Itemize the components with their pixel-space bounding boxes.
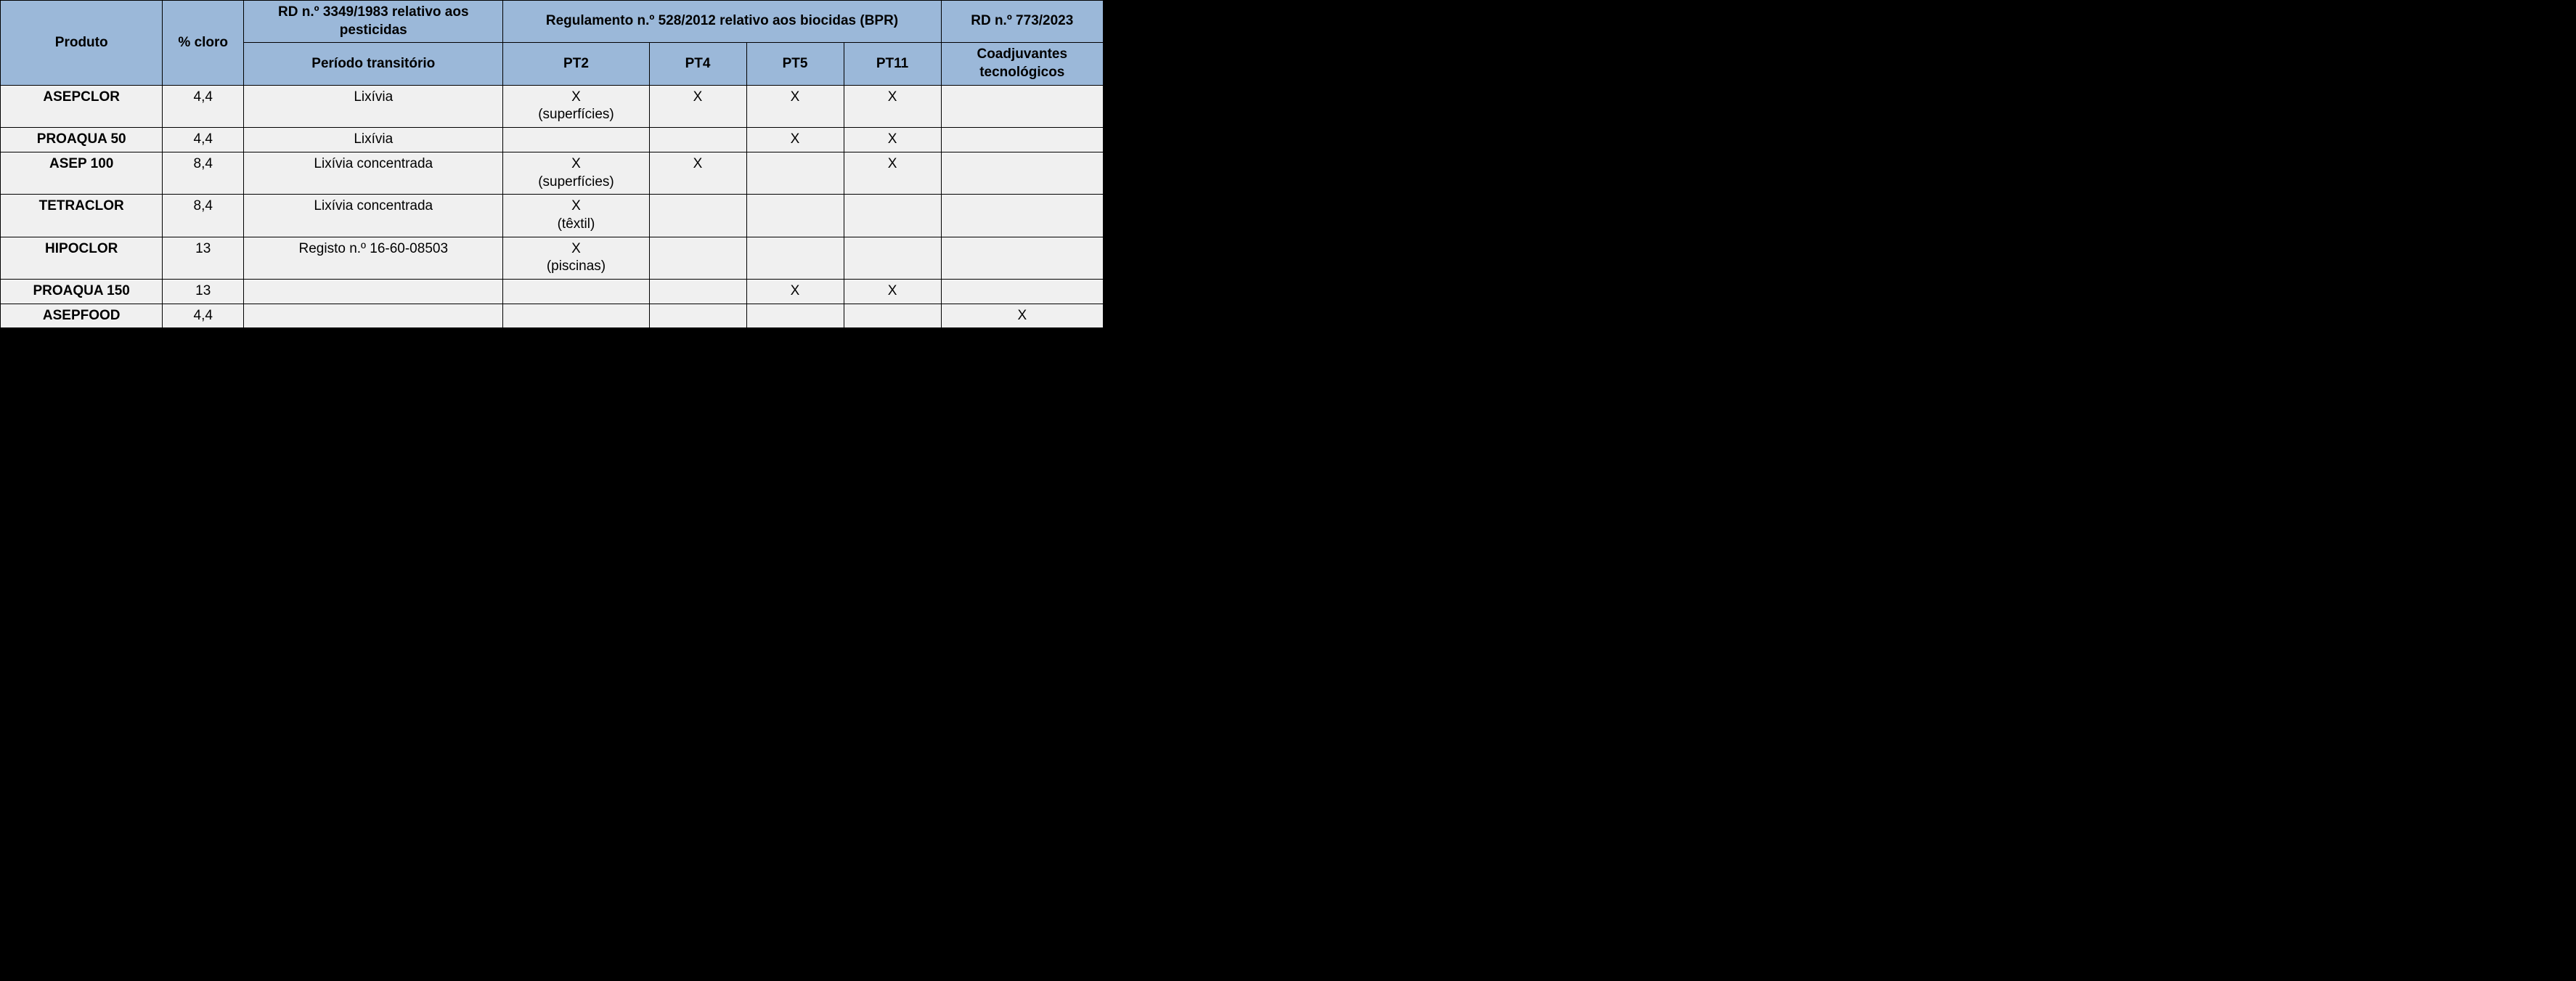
cell-cloro: 4,4 — [163, 85, 244, 127]
bottom-spacer-cell — [1, 328, 1104, 393]
cell-pt4 — [649, 279, 746, 304]
th-pt5: PT5 — [746, 43, 844, 85]
cell-produto: ASEPCLOR — [1, 85, 163, 127]
cell-cloro: 13 — [163, 279, 244, 304]
cell-cloro: 4,4 — [163, 304, 244, 328]
cell-coad — [941, 152, 1103, 194]
cell-coad — [941, 85, 1103, 127]
table-container: Produto % cloro RD n.º 3349/1983 relativ… — [0, 0, 2576, 392]
cell-pt4 — [649, 304, 746, 328]
cell-pt4 — [649, 237, 746, 279]
th-periodo: Período transitório — [244, 43, 503, 85]
cell-cloro: 8,4 — [163, 195, 244, 237]
cell-coad — [941, 195, 1103, 237]
cell-cloro: 13 — [163, 237, 244, 279]
table-row: ASEP 1008,4Lixívia concentradaX(superfíc… — [1, 152, 1104, 194]
cell-pt5: X — [746, 128, 844, 152]
cell-pt11 — [844, 304, 941, 328]
cell-pt11: X — [844, 152, 941, 194]
cell-produto: TETRACLOR — [1, 195, 163, 237]
cell-periodo: Lixívia concentrada — [244, 195, 503, 237]
cell-cloro: 8,4 — [163, 152, 244, 194]
cell-pt5 — [746, 304, 844, 328]
cell-coad — [941, 128, 1103, 152]
cell-pt2 — [503, 279, 649, 304]
th-rd773: RD n.º 773/2023 — [941, 1, 1103, 43]
bottom-spacer — [1, 328, 1104, 393]
cell-produto: PROAQUA 150 — [1, 279, 163, 304]
cell-pt5 — [746, 237, 844, 279]
cell-pt5 — [746, 195, 844, 237]
table-row: PROAQUA 504,4Lixívia XX — [1, 128, 1104, 152]
table-row: TETRACLOR8,4Lixívia concentradaX(têxtil) — [1, 195, 1104, 237]
cell-periodo: Lixívia — [244, 85, 503, 127]
cell-pt4 — [649, 195, 746, 237]
table-row: HIPOCLOR13Registo n.º 16-60-08503X(pisci… — [1, 237, 1104, 279]
cell-periodo: Lixívia concentrada — [244, 152, 503, 194]
table-row: ASEPFOOD4,4 X — [1, 304, 1104, 328]
cell-pt11: X — [844, 85, 941, 127]
th-produto: Produto — [1, 1, 163, 86]
table-row: PROAQUA 15013 XX — [1, 279, 1104, 304]
table-body: ASEPCLOR4,4LixíviaX(superfícies)XXXPROAQ… — [1, 85, 1104, 392]
cell-pt2: X(superfícies) — [503, 85, 649, 127]
cell-produto: PROAQUA 50 — [1, 128, 163, 152]
cell-pt2 — [503, 304, 649, 328]
cell-pt2 — [503, 128, 649, 152]
cell-cloro: 4,4 — [163, 128, 244, 152]
cell-periodo — [244, 279, 503, 304]
th-cloro: % cloro — [163, 1, 244, 86]
cell-periodo: Lixívia — [244, 128, 503, 152]
th-rd3349: RD n.º 3349/1983 relativo aos pesticidas — [244, 1, 503, 43]
th-pt11: PT11 — [844, 43, 941, 85]
cell-pt5: X — [746, 279, 844, 304]
cell-periodo — [244, 304, 503, 328]
cell-produto: HIPOCLOR — [1, 237, 163, 279]
cell-pt11: X — [844, 128, 941, 152]
th-reg528: Regulamento n.º 528/2012 relativo aos bi… — [503, 1, 941, 43]
cell-pt4 — [649, 128, 746, 152]
cell-pt4: X — [649, 85, 746, 127]
cell-pt2: X(superfícies) — [503, 152, 649, 194]
cell-pt5: X — [746, 85, 844, 127]
cell-pt11 — [844, 237, 941, 279]
products-table: Produto % cloro RD n.º 3349/1983 relativ… — [0, 0, 1104, 392]
cell-pt2: X(piscinas) — [503, 237, 649, 279]
cell-pt2: X(têxtil) — [503, 195, 649, 237]
header-row-1: Produto % cloro RD n.º 3349/1983 relativ… — [1, 1, 1104, 43]
cell-pt11 — [844, 195, 941, 237]
cell-coad: X — [941, 304, 1103, 328]
cell-coad — [941, 279, 1103, 304]
th-coad: Coadjuvantes tecnológicos — [941, 43, 1103, 85]
cell-coad — [941, 237, 1103, 279]
table-row: ASEPCLOR4,4LixíviaX(superfícies)XXX — [1, 85, 1104, 127]
cell-produto: ASEPFOOD — [1, 304, 163, 328]
cell-produto: ASEP 100 — [1, 152, 163, 194]
th-pt2: PT2 — [503, 43, 649, 85]
cell-pt11: X — [844, 279, 941, 304]
cell-periodo: Registo n.º 16-60-08503 — [244, 237, 503, 279]
cell-pt5 — [746, 152, 844, 194]
cell-pt4: X — [649, 152, 746, 194]
th-pt4: PT4 — [649, 43, 746, 85]
